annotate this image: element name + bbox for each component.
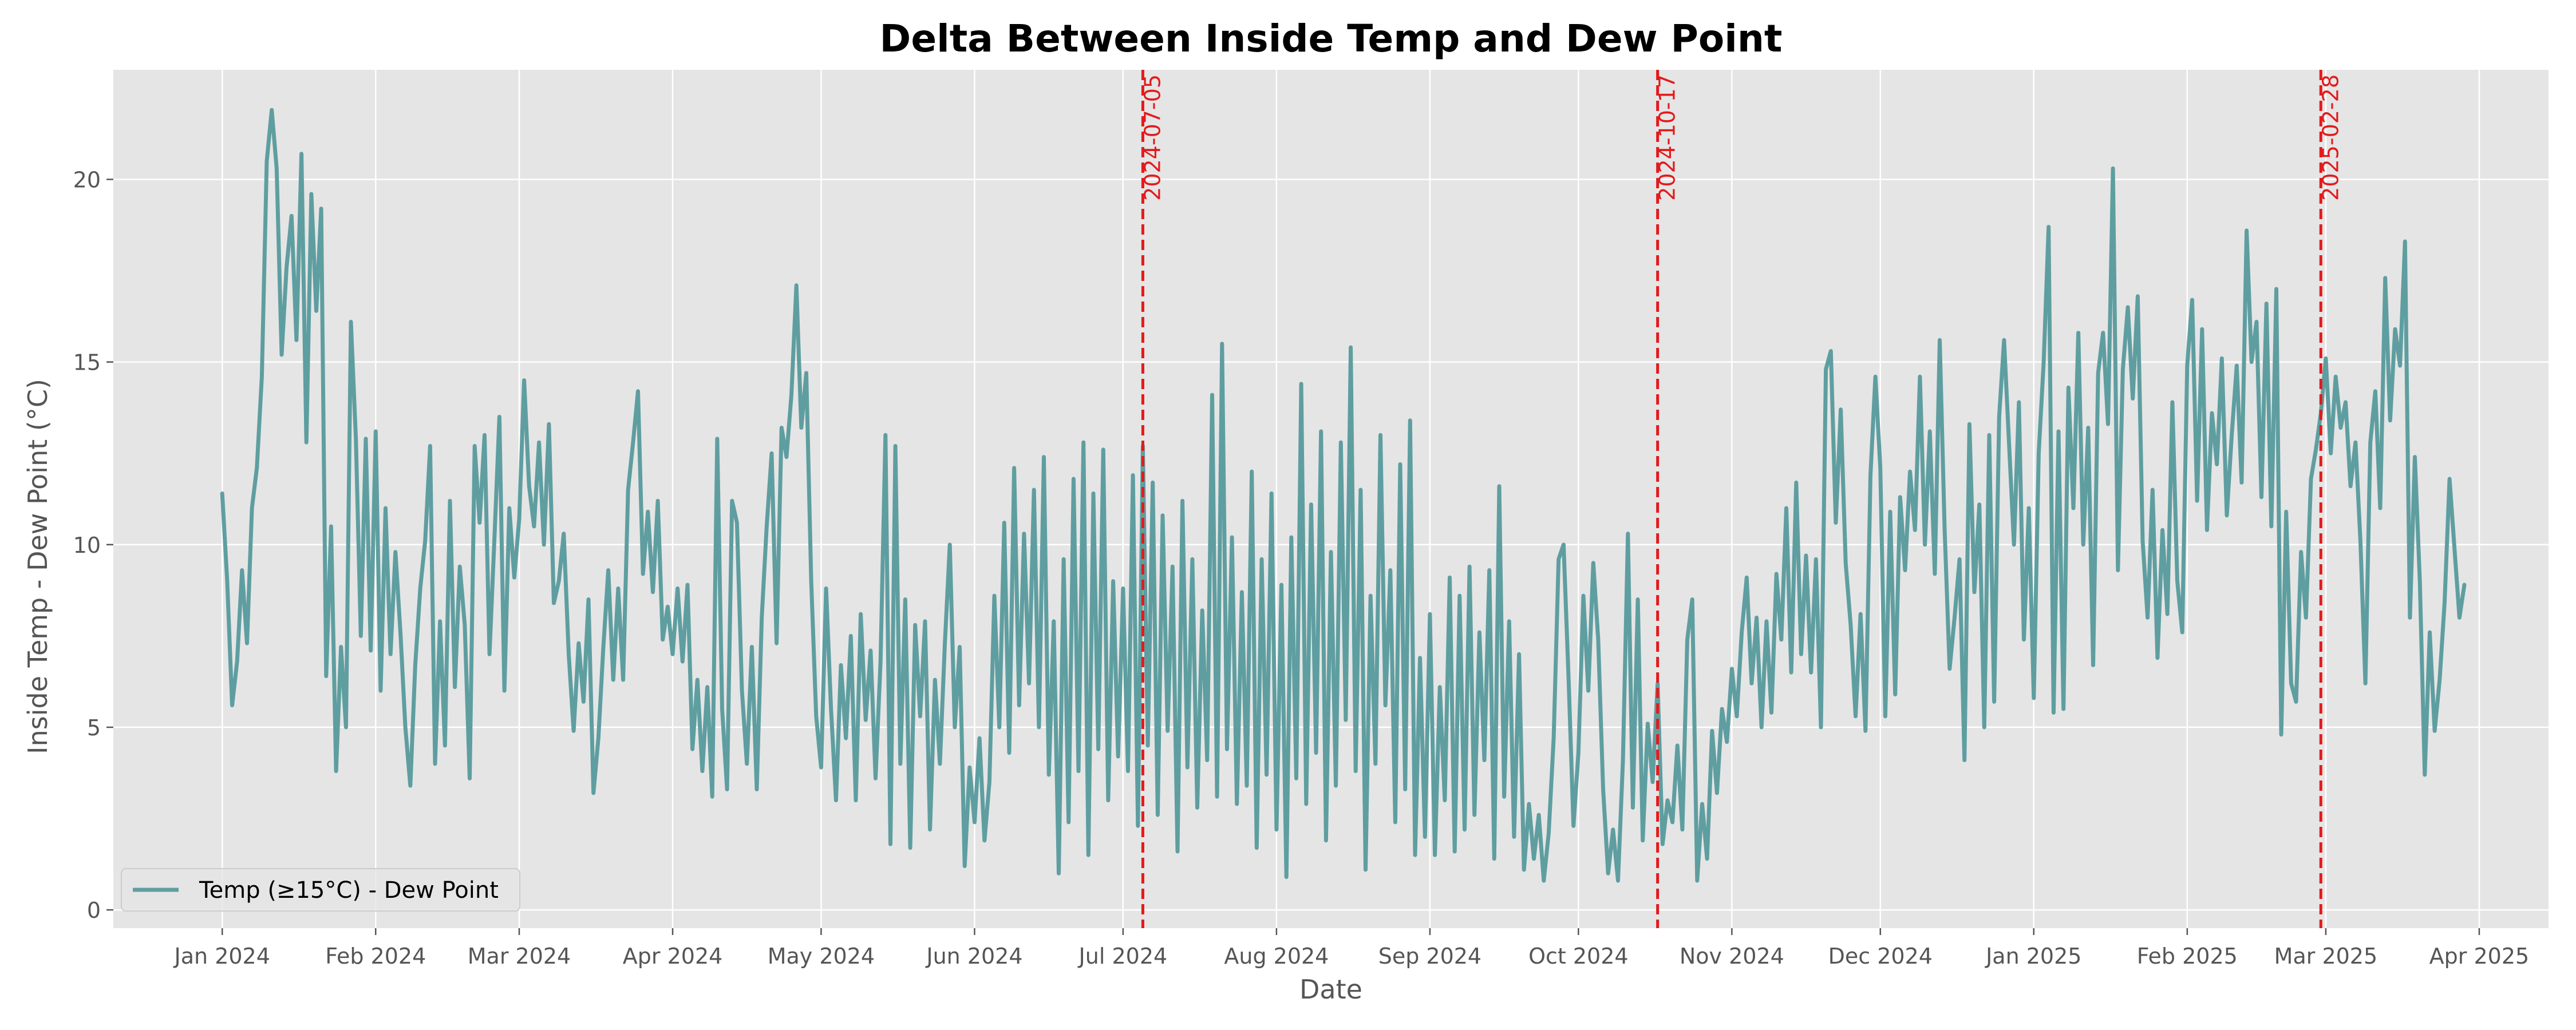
x-tick-label: May 2024	[768, 944, 875, 969]
reference-line-label: 2025-02-28	[2318, 74, 2343, 201]
series-line	[220, 108, 2467, 883]
x-tick-label: Jan 2025	[1985, 944, 2081, 969]
x-tick-label: Feb 2025	[2137, 944, 2238, 969]
y-tick-label: 10	[73, 533, 101, 558]
y-tick-label: 20	[73, 167, 101, 192]
x-tick-label: Jun 2024	[925, 944, 1022, 969]
reference-lines: 2024-07-05 2024-10-17 2025-02-28	[1140, 70, 2343, 928]
x-tick-label: Mar 2024	[468, 944, 571, 969]
legend-box	[121, 868, 520, 912]
x-tick-label: Apr 2024	[623, 944, 723, 969]
y-tick-label: 0	[87, 898, 101, 923]
x-tick-label: Aug 2024	[1224, 944, 1329, 969]
x-tick-label: Apr 2025	[2429, 944, 2530, 969]
legend: Temp (≥15°C) - Dew Point	[121, 868, 520, 912]
x-tick-label: Dec 2024	[1828, 944, 1933, 969]
y-tick-label: 15	[73, 350, 101, 375]
x-tick-label: Jan 2024	[173, 944, 270, 969]
x-axis-label: Date	[1299, 974, 1362, 1005]
x-tick-label: Feb 2024	[325, 944, 426, 969]
y-axis-label: Inside Temp - Dew Point (°C)	[22, 379, 53, 754]
legend-label: Temp (≥15°C) - Dew Point	[199, 877, 499, 904]
x-tick-label: Nov 2024	[1680, 944, 1784, 969]
chart-title: Delta Between Inside Temp and Dew Point	[880, 17, 1783, 61]
x-tick-label: Jul 2024	[1078, 944, 1168, 969]
y-tick-label: 5	[87, 715, 101, 740]
tick-layer: Jan 2024 Feb 2024 Mar 2024 Apr 2024 May 2024…	[73, 167, 2530, 969]
x-tick-label: Sep 2024	[1378, 944, 1481, 969]
reference-line-label: 2024-07-05	[1140, 74, 1165, 201]
x-tick-label: Oct 2024	[1528, 944, 1629, 969]
series-layer	[220, 108, 2467, 883]
x-tick-label: Mar 2025	[2274, 944, 2377, 969]
reference-line-label: 2024-10-17	[1655, 74, 1680, 201]
